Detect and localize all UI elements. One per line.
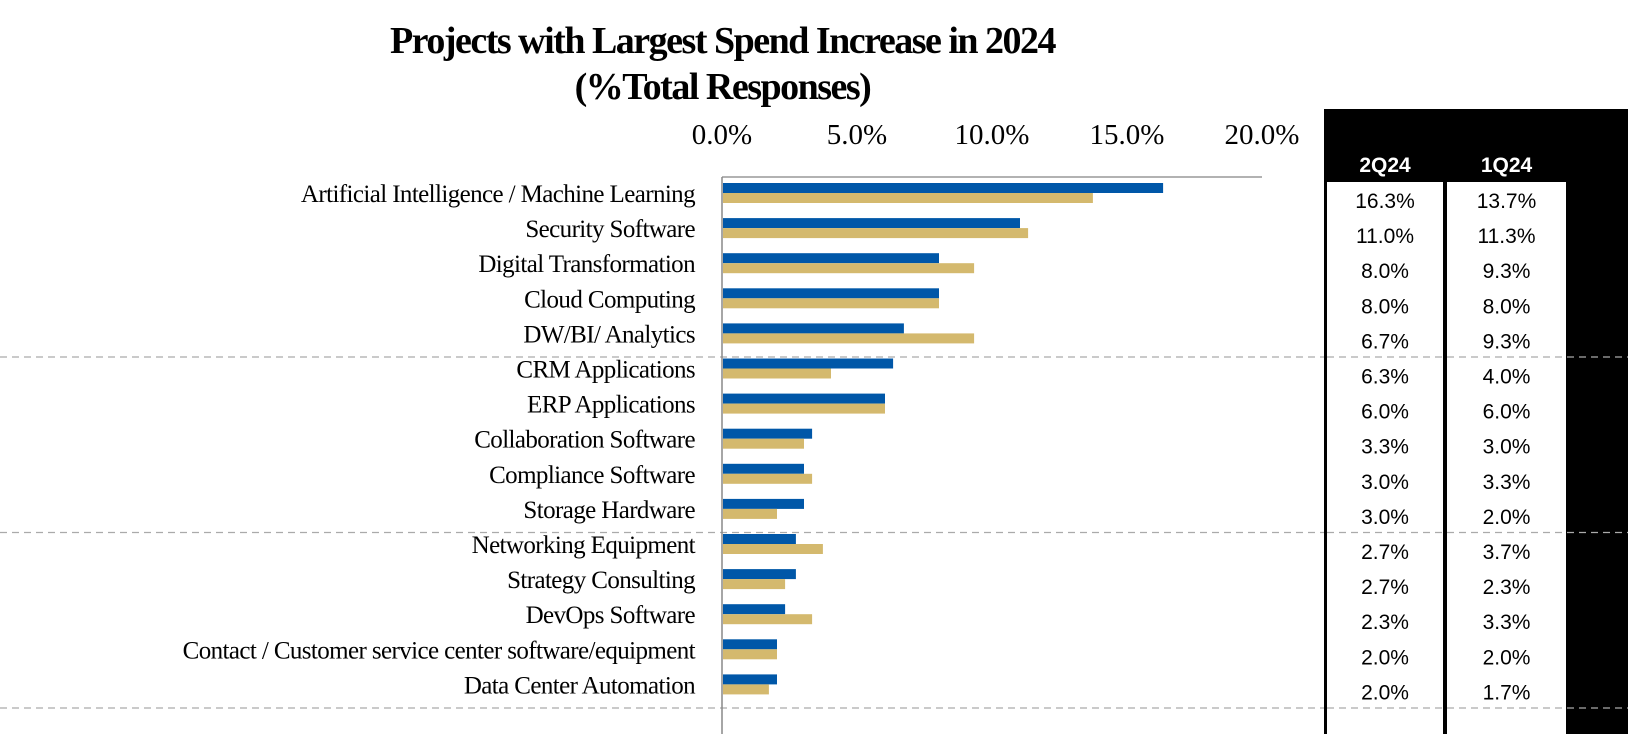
category-label: Digital Transformation [478, 251, 696, 278]
bar-2q24 [723, 358, 894, 369]
table-cell-2q24: 11.0% [1356, 225, 1414, 248]
bar-2q24 [723, 569, 796, 580]
category-label: Strategy Consulting [507, 567, 696, 594]
table-cell-1q24: 6.0% [1483, 401, 1531, 424]
bar-1q24 [723, 473, 813, 484]
table-cell-2q24: 3.0% [1361, 506, 1409, 529]
category-label: ERP Applications [527, 392, 695, 419]
table-cell-1q24: 3.3% [1483, 611, 1531, 634]
table-cell-2q24: 16.3% [1355, 190, 1415, 213]
bar-2q24 [723, 393, 885, 404]
table-cell-1q24: 8.0% [1483, 295, 1531, 318]
bar-1q24 [723, 403, 885, 414]
category-label: Cloud Computing [524, 286, 696, 313]
table-header-2q24: 2Q24 [1359, 154, 1411, 177]
table-cell-2q24: 6.0% [1361, 401, 1409, 424]
x-tick-label: 5.0% [827, 119, 887, 151]
x-tick-label: 20.0% [1225, 119, 1300, 151]
table-cell-1q24: 3.7% [1483, 541, 1531, 564]
category-label: Contact / Customer service center softwa… [183, 637, 696, 664]
chart-subtitle: (%Total Responses) [574, 66, 872, 108]
x-tick-label: 15.0% [1090, 119, 1165, 151]
category-label: Compliance Software [489, 462, 695, 489]
bar-1q24 [723, 508, 777, 519]
bar-1q24 [723, 649, 777, 660]
category-label: Data Center Automation [464, 672, 696, 699]
chart-title-main: Projects with Largest Spend Increase in … [389, 20, 1057, 62]
table-header-1q24: 1Q24 [1481, 154, 1533, 177]
table-cell-1q24: 2.0% [1483, 646, 1531, 669]
category-label: CRM Applications [516, 357, 695, 384]
bar-2q24 [723, 463, 804, 474]
bar-1q24 [723, 684, 769, 695]
category-label: Artificial Intelligence / Machine Learni… [301, 181, 696, 208]
table-cell-1q24: 2.3% [1483, 576, 1531, 599]
bar-1q24 [723, 263, 975, 274]
table-cell-2q24: 2.7% [1361, 541, 1409, 564]
table-col-1q24 [1447, 182, 1566, 734]
table-cell-2q24: 8.0% [1361, 295, 1409, 318]
category-label: Collaboration Software [474, 427, 695, 454]
bar-2q24 [723, 428, 813, 439]
table-cell-2q24: 3.0% [1361, 471, 1409, 494]
bar-1q24 [723, 544, 823, 554]
table-cell-2q24: 2.3% [1361, 611, 1409, 634]
table-cell-2q24: 6.7% [1361, 330, 1409, 353]
table-cell-1q24: 4.0% [1483, 366, 1531, 389]
table-cell-1q24: 9.3% [1483, 260, 1531, 283]
bar-2q24 [723, 604, 786, 615]
table-cell-2q24: 6.3% [1361, 366, 1409, 389]
table-cell-2q24: 8.0% [1361, 260, 1409, 283]
bar-2q24 [723, 183, 1164, 193]
category-label: Storage Hardware [523, 497, 695, 524]
category-label: Networking Equipment [472, 532, 696, 559]
bar-1q24 [723, 228, 1029, 239]
table-cell-2q24: 3.3% [1361, 436, 1409, 459]
x-tick-label: 10.0% [955, 119, 1030, 151]
chart-title: Projects with Largest Spend Increase in … [0, 18, 1445, 110]
bar-1q24 [723, 333, 975, 344]
bar-2q24 [723, 218, 1020, 229]
bar-1q24 [723, 614, 813, 625]
table-cell-1q24: 9.3% [1483, 330, 1531, 353]
bar-1q24 [723, 438, 804, 449]
category-label: Security Software [525, 216, 695, 243]
bar-1q24 [723, 368, 831, 379]
x-tick-label: 0.0% [692, 119, 752, 151]
table-cell-1q24: 3.3% [1483, 471, 1531, 494]
table-cell-1q24: 13.7% [1477, 190, 1537, 213]
category-label: DW/BI/ Analytics [523, 321, 695, 348]
table-cell-2q24: 2.0% [1361, 681, 1409, 704]
bar-1q24 [723, 298, 939, 309]
bar-2q24 [723, 498, 804, 509]
table-col-2q24 [1327, 182, 1443, 734]
table-cell-1q24: 2.0% [1483, 506, 1531, 529]
category-label: DevOps Software [526, 602, 696, 629]
bar-2q24 [723, 288, 939, 299]
table-cell-1q24: 11.3% [1478, 225, 1536, 248]
table-cell-1q24: 3.0% [1483, 436, 1531, 459]
table-header-bg [1324, 109, 1628, 182]
table-cell-1q24: 1.7% [1483, 681, 1531, 704]
bar-2q24 [723, 639, 777, 650]
bar-2q24 [723, 253, 939, 264]
bar-1q24 [723, 193, 1093, 203]
bar-2q24 [723, 323, 904, 334]
table-cell-2q24: 2.7% [1361, 576, 1409, 599]
bar-1q24 [723, 579, 786, 590]
bar-2q24 [723, 534, 796, 544]
table-cell-2q24: 2.0% [1361, 646, 1409, 669]
bar-2q24 [723, 674, 777, 685]
